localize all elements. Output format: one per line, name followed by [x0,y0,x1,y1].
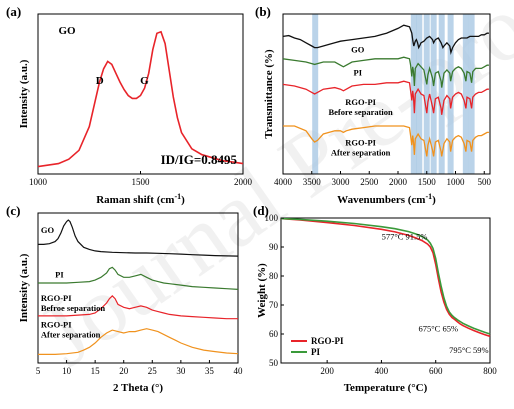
ftir-x-tick-label: 3000 [332,177,351,187]
g-band-label: G [140,75,149,87]
raman-x-tick-label: 2000 [234,177,253,187]
panel-label-c: (c) [6,203,20,218]
tga-y-tick-label: 60 [269,329,279,339]
xrd-x-tick-label: 40 [234,366,244,376]
tga-y-tick-label: 50 [269,358,279,368]
ftir-series-line [283,125,489,157]
legend-label: RGO-PI [311,336,344,346]
xrd-x-tick-label: 35 [205,366,215,376]
tga-y-axis-label: Weight (%) [256,263,268,318]
xrd-x-tick-label: 15 [91,366,101,376]
plot-frame [37,212,239,364]
xrd-x-tick-label: 20 [119,366,129,376]
xrd-y-axis-label: Intensity (a.u.) [18,253,30,322]
ftir-series-label: RGO-PI [345,97,376,107]
tga-x-tick-label: 200 [320,366,334,376]
ftir-series-label: PI [354,68,363,78]
tga-x-tick-label: 800 [483,366,497,376]
raman-curve [37,30,244,168]
xrd-series-sublabel: Befroe separation [41,303,106,313]
highlight-band [447,14,454,174]
highlight-band [462,14,469,174]
tga-y-tick-label: 70 [269,300,279,310]
highlight-band [468,14,475,174]
xrd-series-line [38,219,239,257]
xrd-series-line [38,328,239,355]
plot-frame [282,13,491,175]
xrd-series-line [38,266,239,290]
tga-annotation: 675°C 65% [419,324,459,334]
sample-label-go: GO [59,25,77,37]
tga-series-line [280,217,491,335]
ftir-series-line [282,24,489,55]
ftir-y-axis-label: Transmittance (%) [263,49,275,139]
tga-y-tick-label: 90 [269,242,279,252]
raman-y-axis-label: Intensity (a.u.) [18,59,30,128]
xrd-x-axis-label: 2 Theta (°) [113,382,163,394]
panel-a-raman: (a) GO D G ID/IG=0.8495 1000 1500 2000 Raman shi… [6,4,253,206]
plot-frame [280,217,491,364]
xrd-series-line [38,295,238,320]
xrd-series-label: RGO-PI [41,320,72,330]
raman-x-tick-label: 1000 [29,177,48,187]
ftir-x-axis-label: Wavenumbers (cm-1) [337,192,436,207]
panel-d-tga: 200 400 600 800 50 60 70 80 90 100 577°C 91.5% 675°… [253,203,497,394]
tga-annotation: 795°C 59% [449,345,489,355]
xrd-x-tick-label: 5 [36,366,41,376]
ftir-x-tick-label: 4000 [274,177,293,187]
xrd-series-label: RGO-PI [41,293,72,303]
highlight-band [430,14,437,174]
highlight-band [438,14,445,174]
highlight-band [423,14,430,174]
tga-y-tick-label: 100 [265,213,279,223]
ftir-series-line [282,80,489,115]
ftir-x-tick-label: 500 [478,177,492,187]
ftir-x-tick-label: 2500 [360,177,379,187]
ftir-series-label: GO [351,45,365,55]
ftir-x-tick-label: 1000 [447,177,466,187]
intensity-ratio-label: ID/IG=0.8495 [161,152,238,167]
ftir-series-sublabel: After separation [331,147,391,157]
tga-x-tick-label: 600 [429,366,443,376]
highlight-band [410,14,417,174]
ftir-series-sublabel: Before separation [328,107,393,117]
ftir-x-tick-label: 2000 [389,177,408,187]
tga-series-line [280,217,491,338]
raman-x-tick-label: 1500 [132,177,151,187]
raman-x-axis-label: Raman shift (cm-1) [96,192,185,207]
ftir-series-label: RGO-PI [345,137,376,147]
highlight-band [416,14,423,174]
d-band-label: D [96,75,104,87]
panel-label-b: (b) [255,4,271,19]
legend-label: PI [311,347,320,357]
tga-annotation: 577°C 91.5% [382,232,428,242]
tga-x-axis-label: Temperature (°C) [344,382,428,394]
xrd-x-tick-label: 30 [176,366,186,376]
xrd-series-sublabel: After separation [41,330,101,340]
tga-x-tick-label: 400 [375,366,389,376]
xrd-x-tick-label: 10 [62,366,72,376]
tga-y-tick-label: 80 [269,271,279,281]
panel-label-d: (d) [253,203,269,218]
xrd-series-label: GO [41,225,55,235]
xrd-series-label: PI [55,269,64,279]
ftir-x-tick-label: 3500 [303,177,322,187]
ftir-series-line [282,56,489,88]
xrd-x-tick-label: 25 [148,366,158,376]
panel-label-a: (a) [6,4,21,19]
ftir-x-tick-label: 1500 [418,177,437,187]
